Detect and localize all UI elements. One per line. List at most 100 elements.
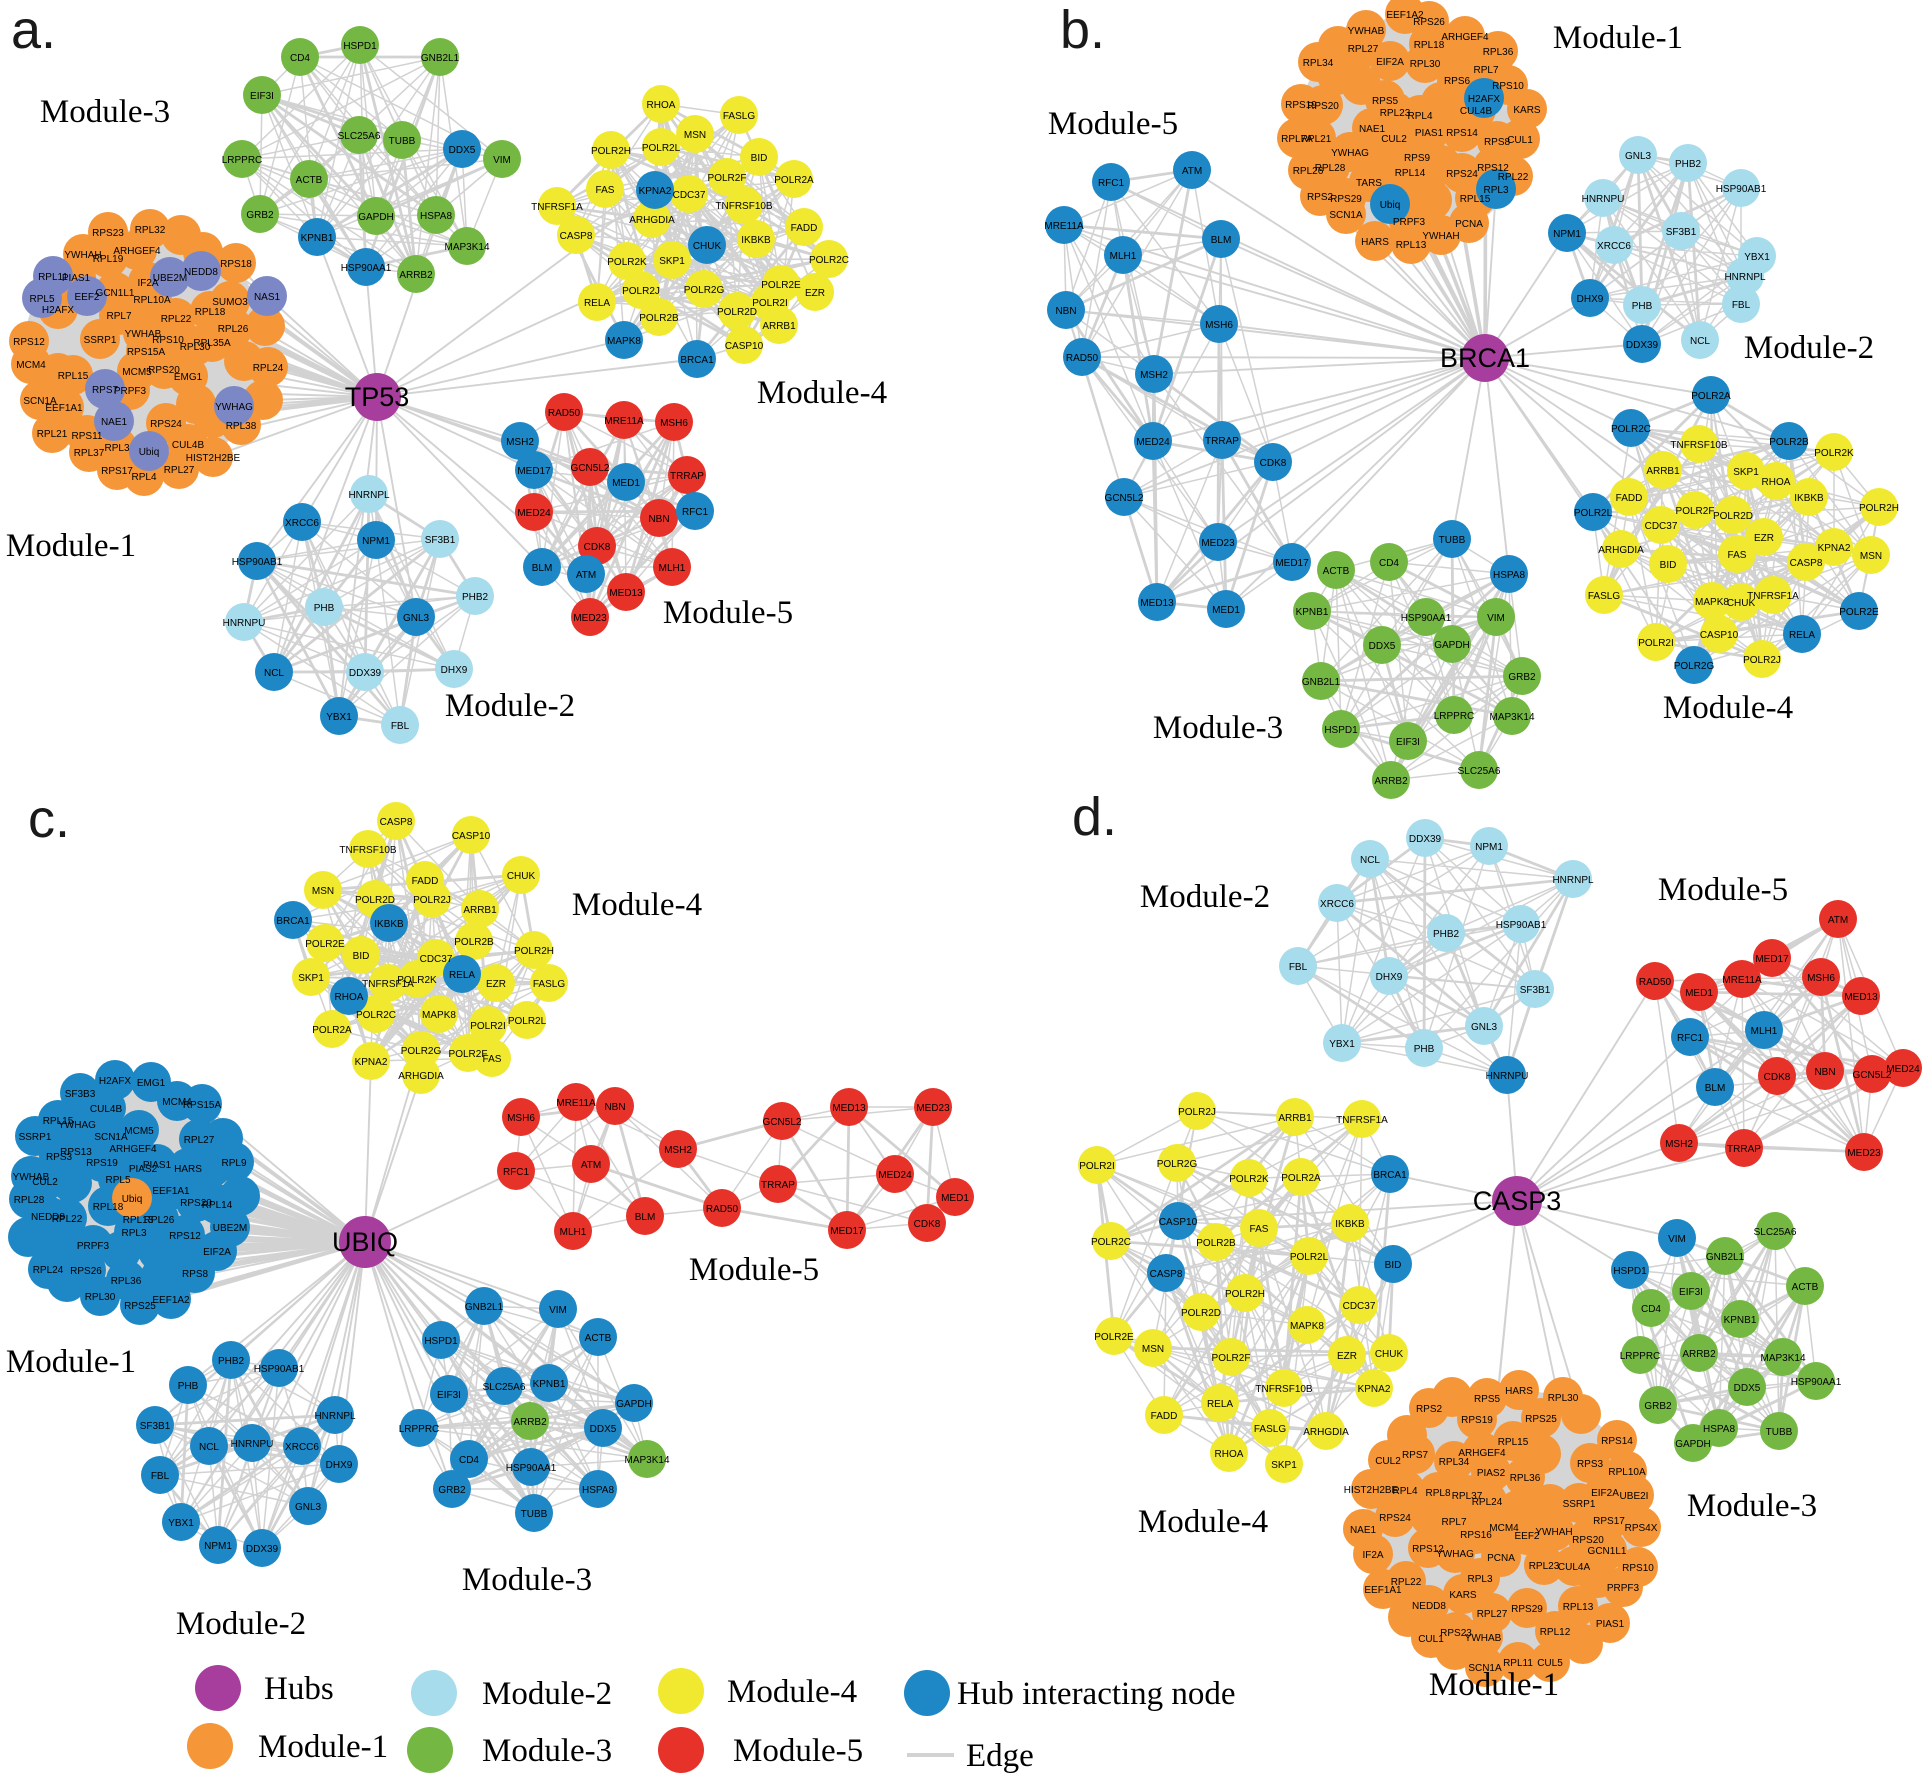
svg-text:NAE1: NAE1	[1350, 1525, 1377, 1536]
svg-text:PHB: PHB	[1414, 1044, 1435, 1055]
svg-text:RELA: RELA	[1207, 1399, 1233, 1410]
svg-text:HNRNPL: HNRNPL	[348, 490, 390, 501]
svg-text:SKP1: SKP1	[298, 973, 324, 984]
svg-text:FBL: FBL	[391, 721, 410, 732]
svg-text:RPS17: RPS17	[101, 466, 133, 477]
svg-text:CDK8: CDK8	[1764, 1072, 1791, 1083]
svg-text:GNB2L1: GNB2L1	[465, 1302, 504, 1313]
svg-text:POLR2I: POLR2I	[1638, 638, 1674, 649]
svg-text:Edge: Edge	[966, 1738, 1034, 1774]
svg-text:POLR2J: POLR2J	[622, 286, 660, 297]
svg-text:RPS12: RPS12	[169, 1231, 201, 1242]
svg-text:SF3B1: SF3B1	[1520, 985, 1551, 996]
svg-text:RPL18: RPL18	[1414, 40, 1445, 51]
svg-text:RPS12: RPS12	[1412, 1544, 1444, 1555]
svg-text:MED13: MED13	[832, 1103, 866, 1114]
svg-text:RPL22: RPL22	[1391, 1577, 1422, 1588]
svg-text:RPS18: RPS18	[220, 259, 252, 270]
svg-text:RPS5: RPS5	[1474, 1394, 1501, 1405]
svg-text:POLR2H: POLR2H	[1859, 503, 1899, 514]
svg-text:NCL: NCL	[1360, 855, 1380, 866]
svg-text:RPL5: RPL5	[105, 1175, 130, 1186]
svg-text:EZR: EZR	[1754, 533, 1774, 544]
svg-text:Hub interacting node: Hub interacting node	[957, 1676, 1236, 1712]
svg-text:YWHAG: YWHAG	[58, 1120, 96, 1131]
svg-text:EIF3I: EIF3I	[437, 1390, 461, 1401]
svg-text:SLC25A6: SLC25A6	[483, 1382, 526, 1393]
svg-text:EMG1: EMG1	[137, 1078, 166, 1089]
svg-text:RHOA: RHOA	[1215, 1449, 1244, 1460]
svg-text:XRCC6: XRCC6	[1597, 241, 1631, 252]
svg-text:MLH1: MLH1	[1110, 251, 1137, 262]
svg-text:POLR2G: POLR2G	[1674, 661, 1715, 672]
svg-text:HSPD1: HSPD1	[343, 41, 377, 52]
svg-text:POLR2C: POLR2C	[356, 1010, 396, 1021]
svg-text:MED13: MED13	[1140, 598, 1174, 609]
svg-text:IKBKB: IKBKB	[374, 919, 404, 930]
svg-text:BRCA1: BRCA1	[1373, 1170, 1407, 1181]
svg-text:EIF2A: EIF2A	[1376, 57, 1404, 68]
svg-text:POLR2K: POLR2K	[607, 257, 647, 268]
svg-text:POLR2F: POLR2F	[708, 173, 747, 184]
svg-text:Module-1: Module-1	[1553, 20, 1683, 56]
svg-text:MED24: MED24	[517, 508, 551, 519]
svg-text:MAPK8: MAPK8	[1695, 597, 1729, 608]
svg-text:RPL15: RPL15	[1460, 194, 1491, 205]
svg-text:UBE2I: UBE2I	[1620, 1491, 1649, 1502]
svg-text:LRPPRC: LRPPRC	[399, 1424, 440, 1435]
svg-text:RPS16: RPS16	[1460, 1530, 1492, 1541]
svg-text:Module-5: Module-5	[733, 1733, 863, 1769]
svg-text:POLR2B: POLR2B	[1769, 437, 1809, 448]
svg-text:Module-1: Module-1	[1429, 1667, 1559, 1703]
svg-text:SCN1A: SCN1A	[1468, 1663, 1502, 1674]
svg-text:POLR2I: POLR2I	[1079, 1161, 1115, 1172]
svg-text:CHUK: CHUK	[507, 871, 536, 882]
svg-text:RPL30: RPL30	[180, 342, 211, 353]
svg-text:TRRAP: TRRAP	[670, 471, 704, 482]
svg-text:HIST2H2BE: HIST2H2BE	[186, 453, 241, 464]
svg-text:RHOA: RHOA	[1762, 477, 1791, 488]
svg-text:HSP90AA1: HSP90AA1	[506, 1463, 557, 1474]
svg-text:FBL: FBL	[1289, 962, 1308, 973]
svg-text:MSN: MSN	[1860, 551, 1882, 562]
svg-text:RPS5: RPS5	[1372, 96, 1399, 107]
svg-text:TRRAP: TRRAP	[1205, 436, 1239, 447]
svg-text:HNRNPU: HNRNPU	[1486, 1071, 1529, 1082]
svg-text:HSPA8: HSPA8	[1493, 570, 1525, 581]
svg-text:CD4: CD4	[459, 1455, 479, 1466]
svg-text:RPS23: RPS23	[1440, 1628, 1472, 1639]
svg-text:MED17: MED17	[1755, 954, 1789, 965]
svg-text:DHX9: DHX9	[1376, 972, 1403, 983]
svg-text:ARRB1: ARRB1	[762, 321, 796, 332]
svg-text:RPS20: RPS20	[180, 1198, 212, 1209]
svg-text:FADD: FADD	[791, 223, 818, 234]
svg-text:EIF3I: EIF3I	[1679, 1287, 1703, 1298]
svg-text:RPS20: RPS20	[148, 365, 180, 376]
svg-text:MED17: MED17	[830, 1226, 864, 1237]
svg-text:CD4: CD4	[290, 53, 310, 64]
svg-text:CDK8: CDK8	[914, 1219, 941, 1230]
svg-text:ACTB: ACTB	[1323, 566, 1350, 577]
svg-text:BID: BID	[1385, 1260, 1402, 1271]
svg-text:NBN: NBN	[604, 1102, 625, 1113]
svg-text:RPS19: RPS19	[1285, 100, 1317, 111]
svg-text:HSP90AA1: HSP90AA1	[341, 263, 392, 274]
svg-text:RPL4: RPL4	[1392, 1486, 1417, 1497]
svg-text:CUL2: CUL2	[1381, 134, 1407, 145]
svg-text:RPS3: RPS3	[46, 1152, 73, 1163]
svg-text:MAP3K14: MAP3K14	[444, 242, 489, 253]
svg-text:FAS: FAS	[483, 1054, 502, 1065]
svg-text:PHB: PHB	[314, 603, 335, 614]
svg-text:RPL15: RPL15	[58, 371, 89, 382]
svg-text:POLR2L: POLR2L	[1290, 1252, 1329, 1263]
svg-text:IF2A: IF2A	[1362, 1550, 1383, 1561]
svg-text:RPL24: RPL24	[33, 1265, 64, 1276]
svg-text:MSH6: MSH6	[507, 1113, 535, 1124]
svg-text:TNFRSF10B: TNFRSF10B	[339, 845, 397, 856]
svg-text:RPS19: RPS19	[86, 1158, 118, 1169]
svg-text:SSRP1: SSRP1	[84, 335, 117, 346]
svg-text:MED1: MED1	[612, 478, 640, 489]
svg-text:RPS25: RPS25	[124, 1301, 156, 1312]
svg-text:CASP10: CASP10	[725, 341, 764, 352]
svg-text:RPS3: RPS3	[1577, 1459, 1604, 1470]
